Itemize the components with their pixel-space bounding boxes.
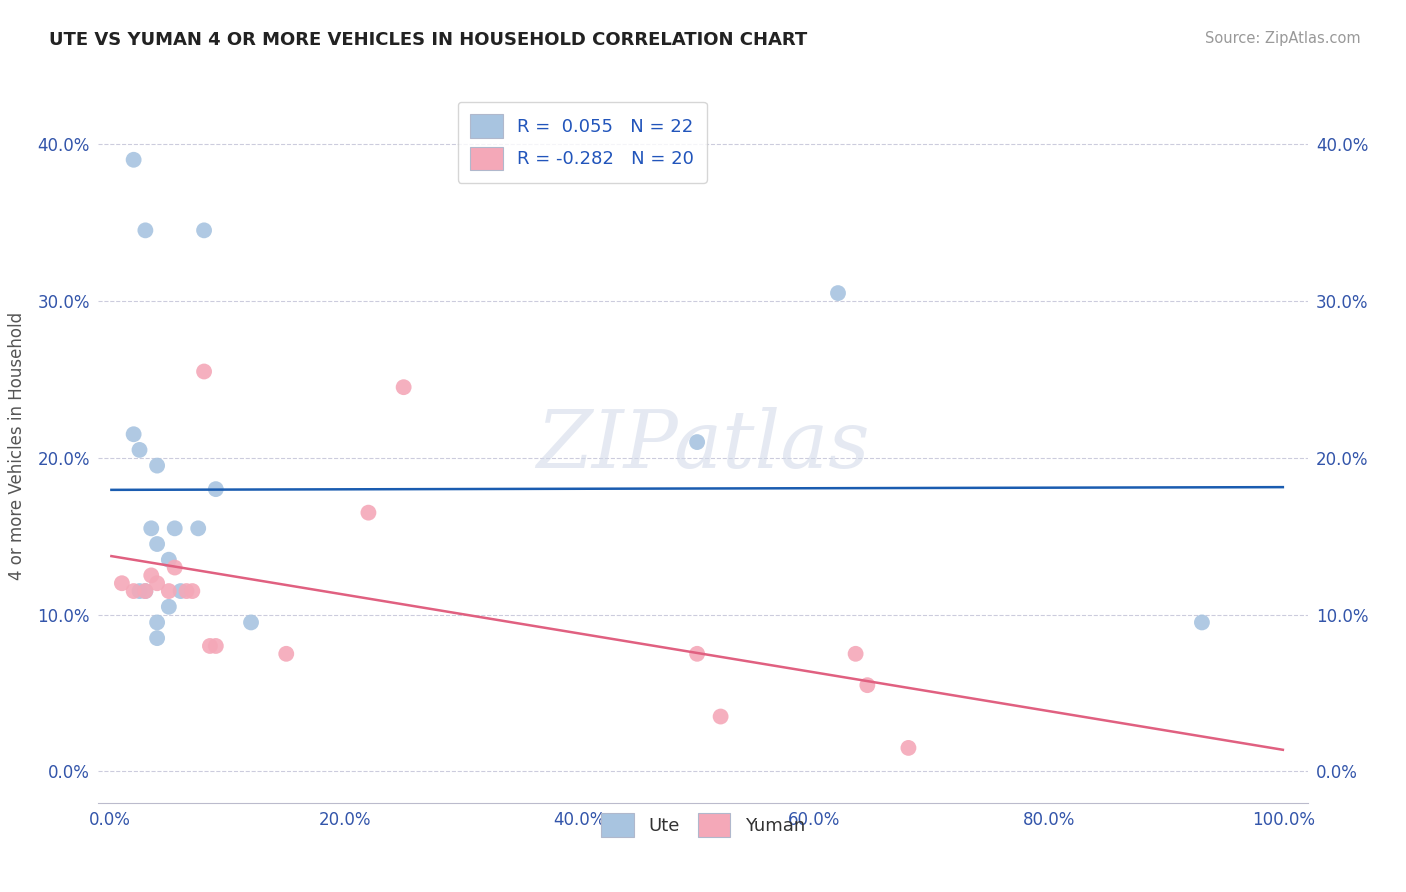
Point bbox=[181, 584, 204, 599]
Point bbox=[276, 647, 298, 661]
Point bbox=[845, 647, 868, 661]
Point bbox=[163, 521, 186, 535]
Point bbox=[1191, 615, 1213, 630]
Point bbox=[141, 568, 163, 582]
Point bbox=[204, 639, 226, 653]
Point bbox=[193, 364, 215, 378]
Point bbox=[827, 286, 849, 301]
Point bbox=[146, 576, 169, 591]
Point bbox=[128, 584, 150, 599]
Point bbox=[122, 153, 145, 167]
Point bbox=[856, 678, 879, 692]
Point bbox=[193, 223, 215, 237]
Point bbox=[897, 740, 920, 755]
Point bbox=[146, 458, 169, 473]
Point bbox=[111, 576, 134, 591]
Point bbox=[134, 223, 156, 237]
Point bbox=[163, 560, 186, 574]
Point bbox=[176, 584, 198, 599]
Text: ZIPatlas: ZIPatlas bbox=[536, 408, 870, 484]
Point bbox=[157, 552, 180, 566]
Point bbox=[157, 584, 180, 599]
Text: Source: ZipAtlas.com: Source: ZipAtlas.com bbox=[1205, 31, 1361, 46]
Text: UTE VS YUMAN 4 OR MORE VEHICLES IN HOUSEHOLD CORRELATION CHART: UTE VS YUMAN 4 OR MORE VEHICLES IN HOUSE… bbox=[49, 31, 807, 49]
Point bbox=[146, 631, 169, 645]
Point bbox=[134, 584, 156, 599]
Point bbox=[122, 584, 145, 599]
Point bbox=[146, 537, 169, 551]
Point bbox=[710, 709, 733, 723]
Point bbox=[198, 639, 221, 653]
Point bbox=[169, 584, 191, 599]
Point bbox=[141, 521, 163, 535]
Point bbox=[686, 647, 709, 661]
Legend: Ute, Yuman: Ute, Yuman bbox=[593, 806, 813, 844]
Point bbox=[686, 435, 709, 450]
Point bbox=[187, 521, 209, 535]
Point bbox=[157, 599, 180, 614]
Point bbox=[128, 442, 150, 457]
Point bbox=[392, 380, 415, 394]
Point bbox=[357, 506, 380, 520]
Point bbox=[240, 615, 263, 630]
Point bbox=[134, 584, 156, 599]
Point bbox=[122, 427, 145, 442]
Point bbox=[146, 615, 169, 630]
Point bbox=[204, 482, 226, 496]
Y-axis label: 4 or more Vehicles in Household: 4 or more Vehicles in Household bbox=[8, 312, 27, 580]
